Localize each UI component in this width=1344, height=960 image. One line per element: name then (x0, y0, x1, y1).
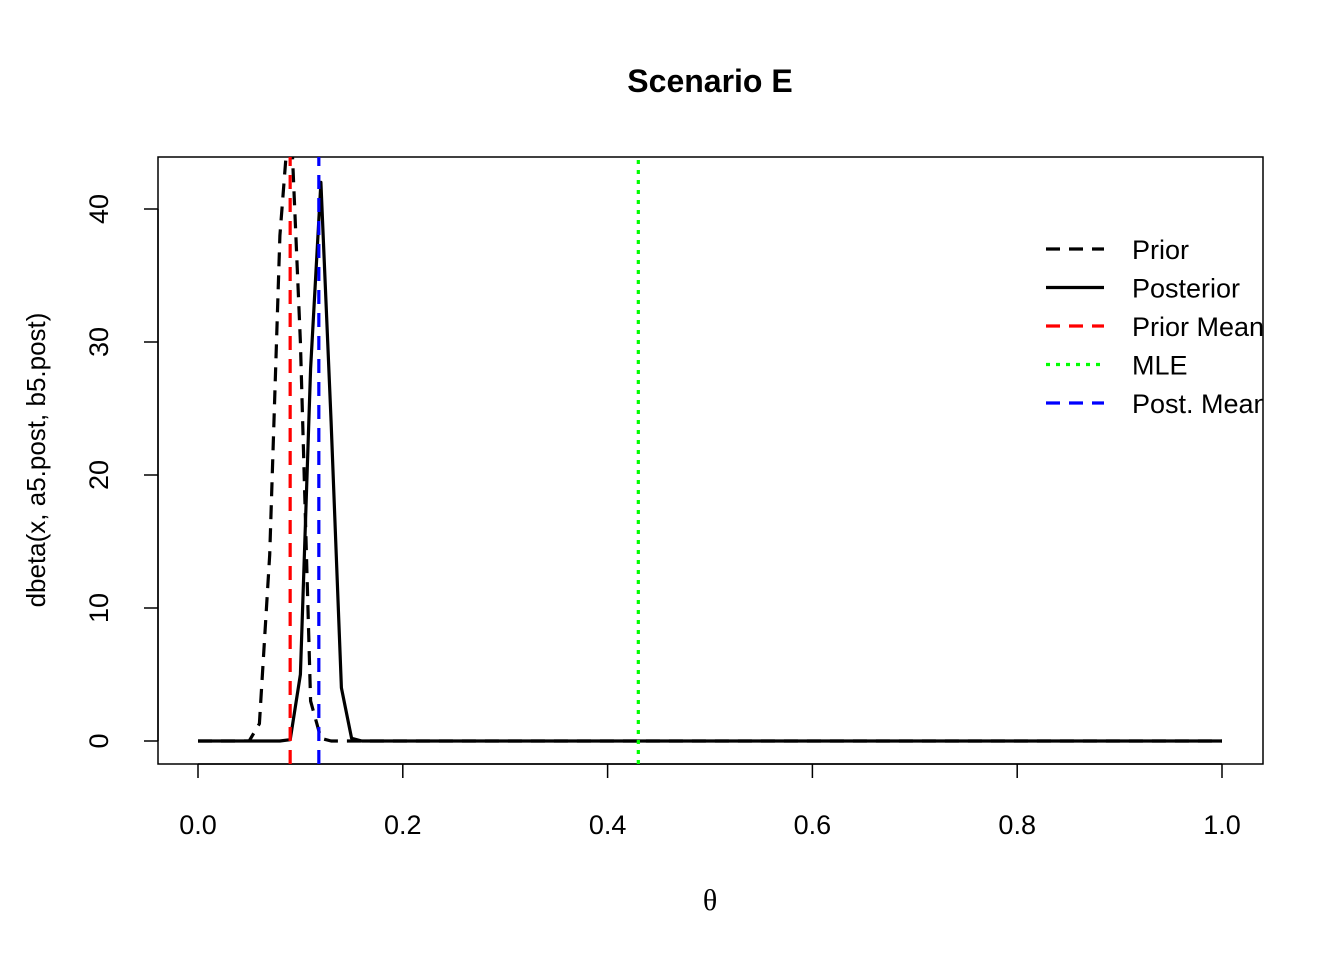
y-tick-label: 0 (84, 733, 114, 748)
legend-label: Post. Mean (1132, 389, 1269, 419)
y-tick-label: 20 (84, 460, 114, 490)
y-tick-label: 10 (84, 593, 114, 623)
legend-label: Posterior (1132, 274, 1240, 304)
legend-label: Prior Mean (1132, 312, 1264, 342)
chart-title: Scenario E (627, 63, 792, 99)
x-tick-label: 0.6 (794, 810, 832, 840)
x-tick-label: 0.8 (998, 810, 1036, 840)
x-tick-label: 1.0 (1203, 810, 1241, 840)
legend: Prior Posterior Prior Mean MLE Post. Mean (1046, 235, 1269, 419)
series-posterior-line (198, 180, 1222, 743)
x-tick-label: 0.0 (179, 810, 217, 840)
legend-label: MLE (1132, 351, 1188, 381)
x-axis: 0.0 0.2 0.4 0.6 0.8 1.0 (179, 763, 1241, 840)
x-tick-label: 0.2 (384, 810, 422, 840)
series-layer (198, 157, 1222, 764)
y-tick-label: 40 (84, 194, 114, 224)
y-tick-label: 30 (84, 327, 114, 357)
x-tick-label: 0.4 (589, 810, 627, 840)
y-axis: 0 10 20 30 40 (84, 194, 159, 749)
legend-label: Prior (1132, 235, 1189, 265)
x-axis-label: θ (703, 884, 717, 917)
y-axis-label: dbeta(x, a5.post, b5.post) (21, 313, 51, 608)
series-prior-line (198, 157, 1222, 743)
